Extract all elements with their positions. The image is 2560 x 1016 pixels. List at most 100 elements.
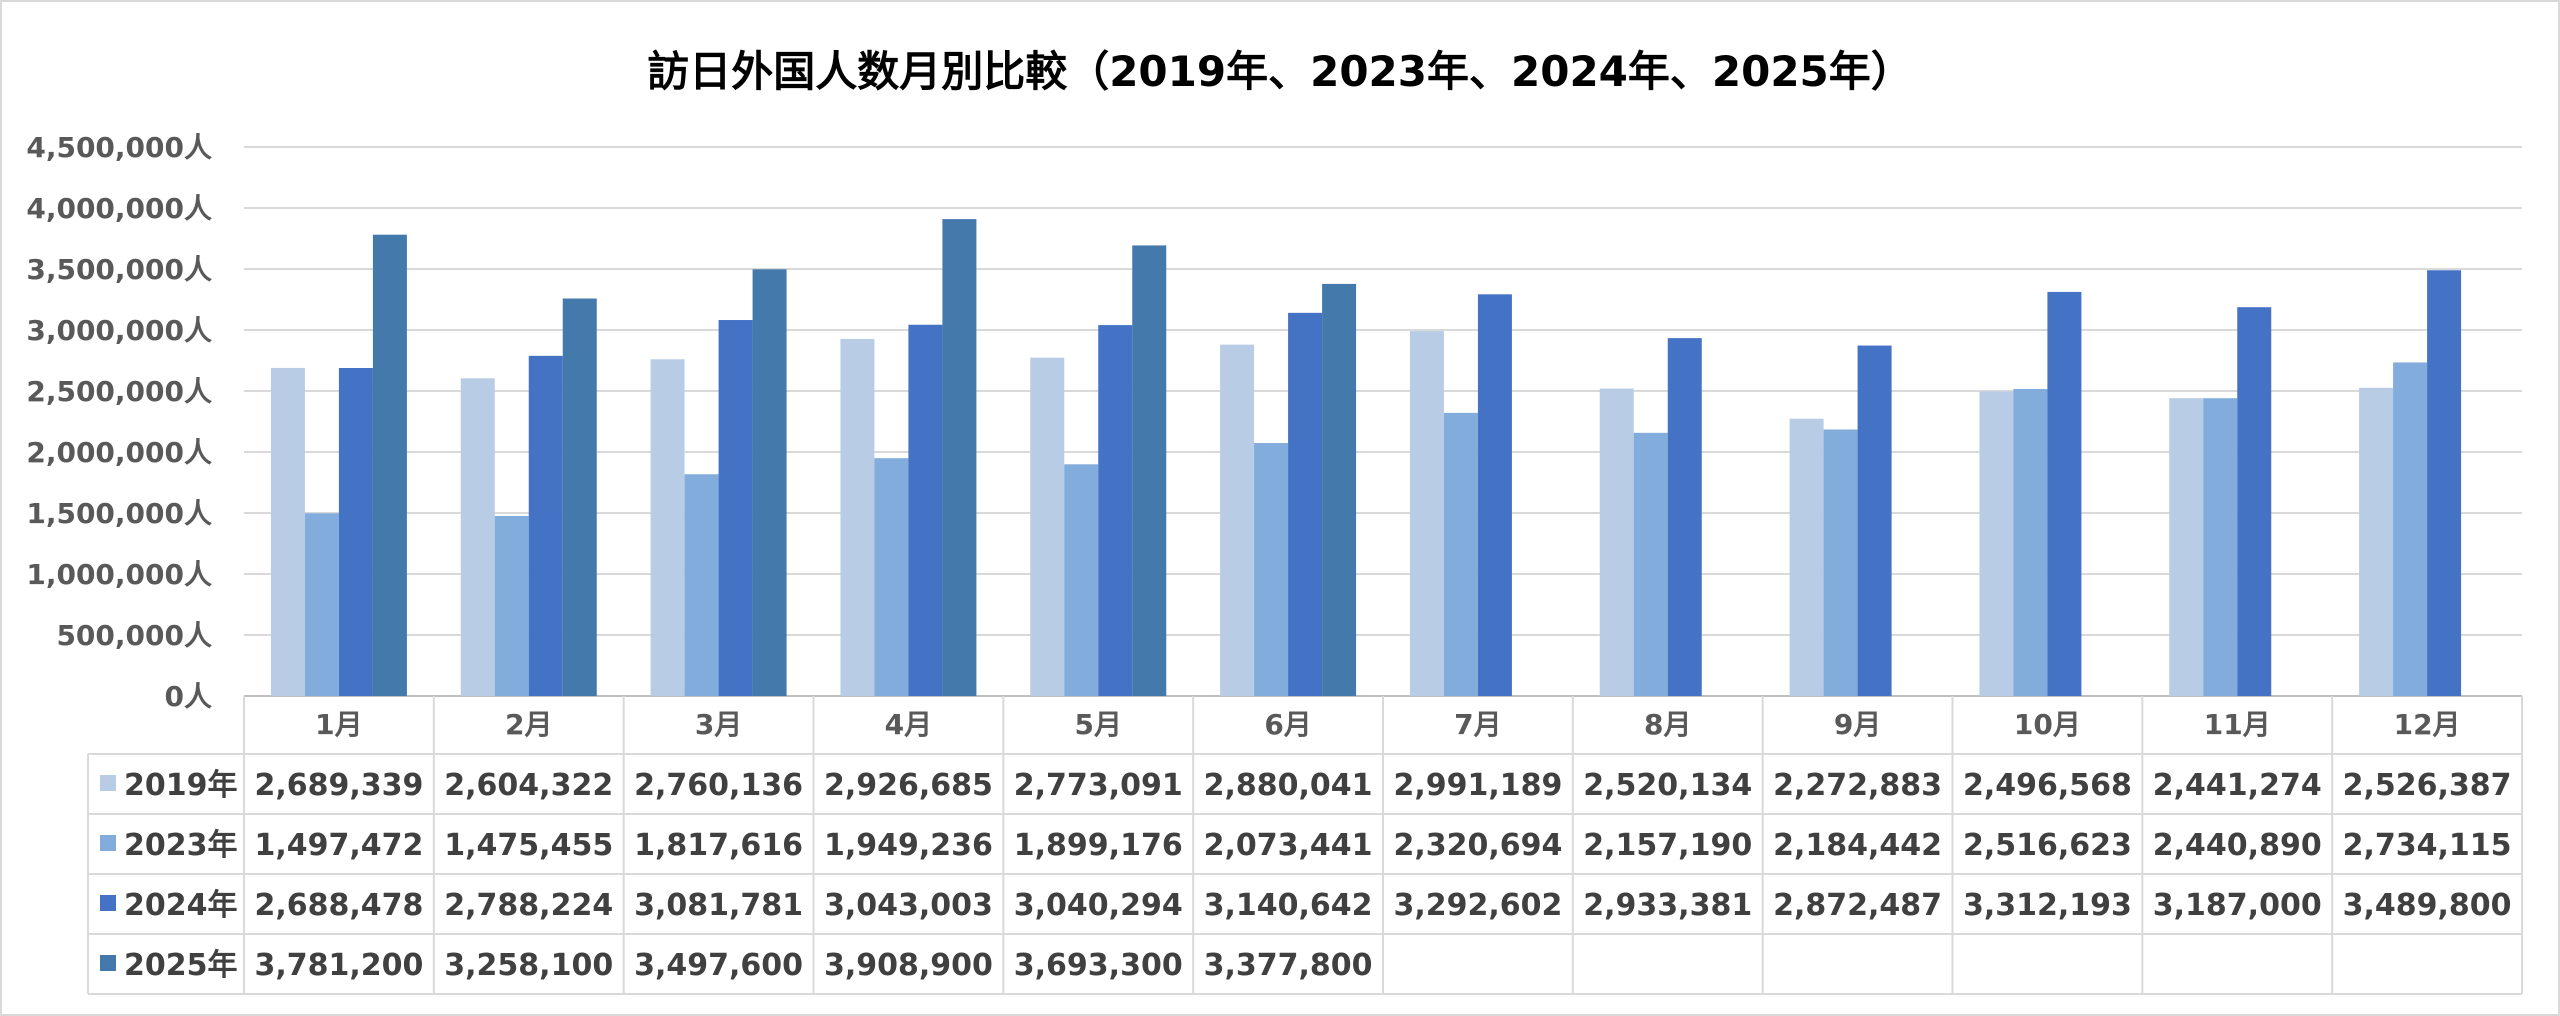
bar-2025年-5月	[1132, 245, 1167, 696]
legend-key-2019年	[100, 775, 116, 791]
bar-2023年-5月	[1064, 464, 1099, 696]
data-label: 1,949,236	[824, 828, 993, 863]
legend-label: 2025年	[124, 948, 238, 983]
bar-2024年-8月	[1667, 338, 1702, 696]
data-label: 3,489,800	[2343, 888, 2512, 923]
chart-title: 訪日外国人数月別比較（2019年、2023年、2024年、2025年）	[647, 47, 1913, 96]
y-tick-label: 2,500,000人	[26, 375, 212, 408]
data-label: 2,688,478	[254, 888, 423, 923]
category-label: 7月	[1454, 708, 1501, 741]
category-label: 9月	[1834, 708, 1881, 741]
bar-2019年-4月	[840, 338, 875, 696]
data-label: 2,520,134	[1583, 768, 1752, 803]
y-tick-label: 500,000人	[56, 619, 212, 652]
data-label: 2,773,091	[1014, 768, 1183, 803]
data-label: 2,880,041	[1204, 768, 1373, 803]
bar-2024年-11月	[2237, 307, 2272, 696]
data-label: 3,081,781	[634, 888, 803, 923]
category-label: 3月	[695, 708, 742, 741]
y-tick-label: 3,500,000人	[26, 253, 212, 286]
bar-2023年-3月	[684, 474, 719, 696]
legend-label: 2019年	[124, 768, 238, 803]
legend-label: 2023年	[124, 828, 238, 863]
bar-2019年-6月	[1220, 344, 1255, 696]
bar-2024年-4月	[908, 324, 943, 696]
y-tick-label: 4,000,000人	[26, 192, 212, 225]
bar-2023年-1月	[304, 513, 339, 696]
category-label: 10月	[2014, 708, 2081, 741]
data-label: 2,073,441	[1204, 828, 1373, 863]
bar-2023年-7月	[1443, 412, 1478, 696]
data-label: 2,933,381	[1583, 888, 1752, 923]
bar-2019年-8月	[1599, 388, 1634, 696]
data-label: 2,526,387	[2343, 768, 2512, 803]
bar-2023年-10月	[2013, 388, 2048, 696]
bar-2023年-9月	[1823, 429, 1858, 696]
bar-2025年-2月	[562, 298, 597, 696]
data-label: 2,760,136	[634, 768, 803, 803]
y-tick-label: 3,000,000人	[26, 314, 212, 347]
bar-2023年-12月	[2393, 362, 2428, 696]
data-label: 3,258,100	[444, 948, 613, 983]
category-label: 2月	[505, 708, 552, 741]
data-label: 3,043,003	[824, 888, 993, 923]
data-label: 1,817,616	[634, 828, 803, 863]
y-tick-label: 1,000,000人	[26, 558, 212, 591]
y-tick-label: 4,500,000人	[26, 131, 212, 164]
data-label: 2,516,623	[1963, 828, 2132, 863]
bar-2023年-4月	[874, 458, 909, 696]
data-label: 2,496,568	[1963, 768, 2132, 803]
bar-2025年-4月	[942, 219, 977, 696]
data-label: 3,292,602	[1393, 888, 1562, 923]
y-tick-label: 1,500,000人	[26, 497, 212, 530]
data-label: 3,187,000	[2153, 888, 2322, 923]
data-label: 3,312,193	[1963, 888, 2132, 923]
legend-label: 2024年	[124, 888, 238, 923]
bar-2024年-2月	[528, 355, 563, 696]
data-label: 2,440,890	[2153, 828, 2322, 863]
data-label: 3,377,800	[1204, 948, 1373, 983]
data-label: 1,899,176	[1014, 828, 1183, 863]
category-label: 1月	[315, 708, 362, 741]
bar-2019年-11月	[2169, 398, 2204, 696]
category-label: 8月	[1644, 708, 1691, 741]
bar-2019年-12月	[2359, 387, 2394, 696]
data-label: 2,184,442	[1773, 828, 1942, 863]
data-label: 3,497,600	[634, 948, 803, 983]
bar-2024年-3月	[718, 320, 753, 696]
data-label: 2,320,694	[1393, 828, 1562, 863]
bar-2019年-5月	[1030, 357, 1065, 696]
bar-2023年-6月	[1254, 443, 1289, 696]
bar-2023年-8月	[1633, 432, 1668, 696]
data-label: 3,908,900	[824, 948, 993, 983]
data-label: 2,991,189	[1393, 768, 1562, 803]
data-label: 1,475,455	[444, 828, 613, 863]
y-tick-label: 0人	[165, 680, 212, 713]
category-label: 12月	[2394, 708, 2461, 741]
bar-2024年-6月	[1288, 312, 1323, 696]
data-label: 2,734,115	[2343, 828, 2512, 863]
bar-2024年-5月	[1098, 325, 1133, 696]
legend-key-2023年	[100, 835, 116, 851]
category-label: 5月	[1075, 708, 1122, 741]
y-tick-label: 2,000,000人	[26, 436, 212, 469]
bar-2019年-2月	[460, 378, 495, 696]
category-label: 6月	[1264, 708, 1311, 741]
data-label: 3,693,300	[1014, 948, 1183, 983]
bar-2025年-1月	[372, 234, 407, 696]
bar-2019年-3月	[650, 359, 685, 696]
data-label: 2,689,339	[254, 768, 423, 803]
bar-2025年-6月	[1322, 283, 1357, 696]
data-label: 2,788,224	[444, 888, 613, 923]
data-label: 3,781,200	[254, 948, 423, 983]
data-label: 3,140,642	[1204, 888, 1373, 923]
bar-2023年-2月	[494, 515, 529, 696]
bar-2025年-3月	[752, 269, 787, 696]
bar-2024年-9月	[1857, 345, 1892, 696]
bar-2023年-11月	[2203, 398, 2238, 696]
legend-key-2024年	[100, 895, 116, 911]
bar-2019年-10月	[1979, 391, 2014, 696]
category-label: 11月	[2204, 708, 2271, 741]
data-label: 2,926,685	[824, 768, 993, 803]
